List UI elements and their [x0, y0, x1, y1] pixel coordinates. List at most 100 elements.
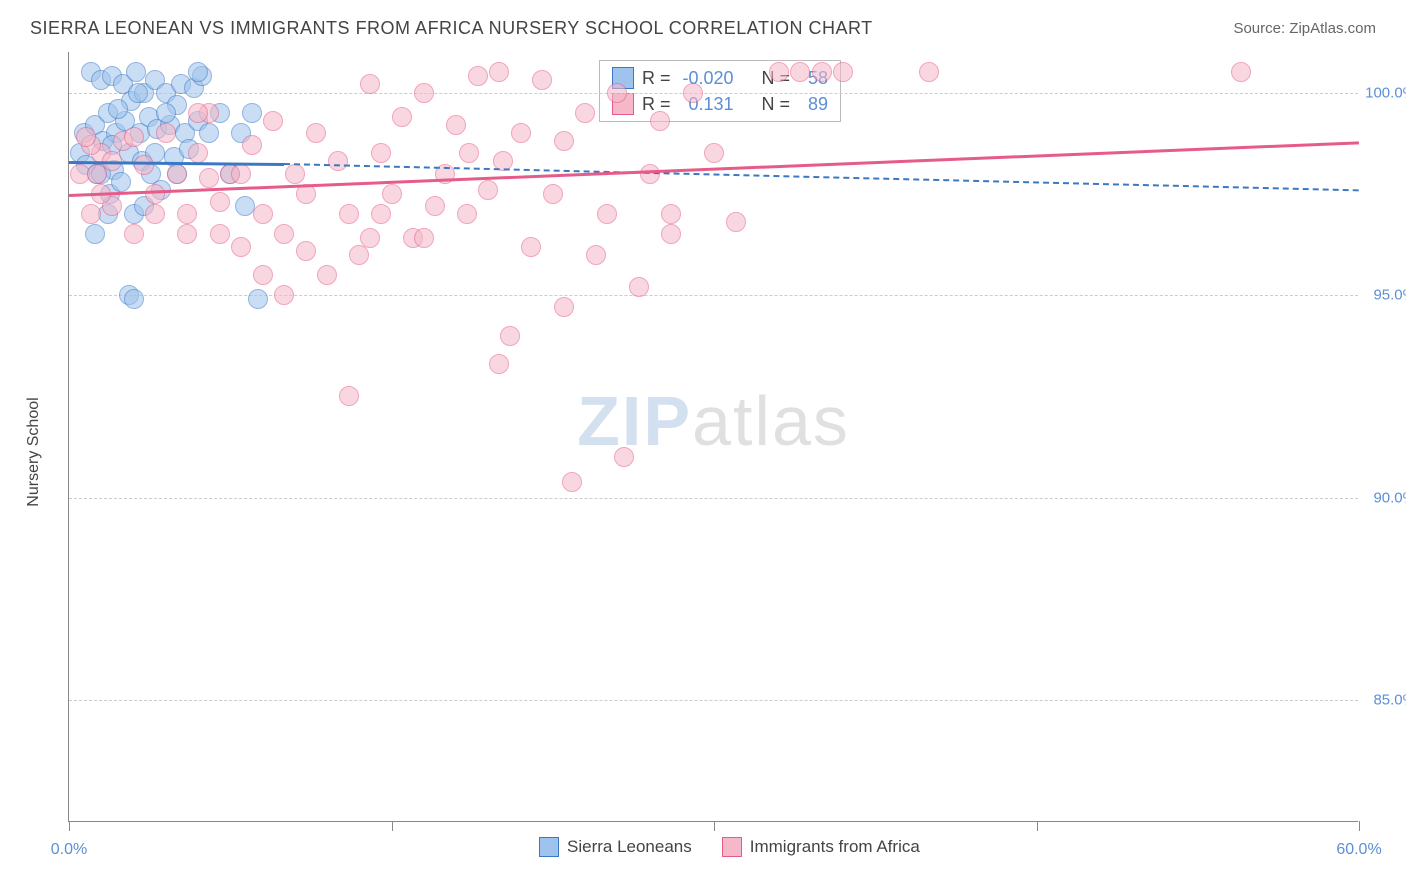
data-point — [833, 62, 853, 82]
data-point — [554, 297, 574, 317]
data-point — [128, 83, 148, 103]
x-tick-label: 0.0% — [51, 841, 87, 859]
data-point — [231, 237, 251, 257]
data-point — [248, 289, 268, 309]
data-point — [108, 99, 128, 119]
gridline-h — [69, 498, 1358, 499]
n-value: 89 — [798, 94, 828, 115]
data-point — [489, 62, 509, 82]
data-point — [521, 237, 541, 257]
data-point — [543, 184, 563, 204]
data-point — [274, 224, 294, 244]
data-point — [81, 204, 101, 224]
data-point — [210, 224, 230, 244]
data-point — [586, 245, 606, 265]
data-point — [683, 83, 703, 103]
data-point — [532, 70, 552, 90]
data-point — [629, 277, 649, 297]
y-tick-label: 95.0% — [1373, 287, 1406, 304]
data-point — [124, 224, 144, 244]
data-point — [124, 127, 144, 147]
data-point — [231, 164, 251, 184]
data-point — [371, 143, 391, 163]
data-point — [360, 74, 380, 94]
series-legend: Sierra Leoneans Immigrants from Africa — [539, 837, 920, 857]
data-point — [414, 83, 434, 103]
data-point — [87, 164, 107, 184]
data-point — [650, 111, 670, 131]
data-point — [704, 143, 724, 163]
data-point — [263, 111, 283, 131]
y-tick-label: 90.0% — [1373, 489, 1406, 506]
data-point — [360, 228, 380, 248]
gridline-h — [69, 93, 1358, 94]
data-point — [199, 168, 219, 188]
data-point — [188, 143, 208, 163]
x-tick — [392, 821, 393, 831]
data-point — [511, 123, 531, 143]
legend-swatch — [539, 837, 559, 857]
data-point — [76, 127, 96, 147]
data-point — [597, 204, 617, 224]
data-point — [478, 180, 498, 200]
data-point — [134, 155, 154, 175]
data-point — [199, 123, 219, 143]
data-point — [607, 83, 627, 103]
data-point — [242, 135, 262, 155]
data-point — [554, 131, 574, 151]
legend-series-item: Sierra Leoneans — [539, 837, 692, 857]
data-point — [468, 66, 488, 86]
legend-series-item: Immigrants from Africa — [722, 837, 920, 857]
data-point — [145, 184, 165, 204]
data-point — [446, 115, 466, 135]
plot-region: ZIPatlas R =-0.020N =58R =0.131N =89 Sie… — [68, 52, 1358, 822]
data-point — [210, 192, 230, 212]
data-point — [726, 212, 746, 232]
x-tick — [1359, 821, 1360, 831]
data-point — [339, 204, 359, 224]
data-point — [242, 103, 262, 123]
data-point — [253, 265, 273, 285]
data-point — [382, 184, 402, 204]
data-point — [188, 103, 208, 123]
legend-series-label: Immigrants from Africa — [750, 837, 920, 857]
y-tick-label: 85.0% — [1373, 692, 1406, 709]
data-point — [769, 62, 789, 82]
data-point — [414, 228, 434, 248]
data-point — [392, 107, 412, 127]
data-point — [661, 224, 681, 244]
data-point — [156, 123, 176, 143]
chart-source: Source: ZipAtlas.com — [1233, 20, 1376, 37]
legend-series-label: Sierra Leoneans — [567, 837, 692, 857]
data-point — [111, 172, 131, 192]
data-point — [614, 447, 634, 467]
data-point — [661, 204, 681, 224]
data-point — [145, 204, 165, 224]
chart-header: SIERRA LEONEAN VS IMMIGRANTS FROM AFRICA… — [0, 0, 1406, 49]
chart-area: Nursery School ZIPatlas R =-0.020N =58R … — [30, 52, 1380, 852]
data-point — [575, 103, 595, 123]
data-point — [156, 103, 176, 123]
data-point — [790, 62, 810, 82]
data-point — [919, 62, 939, 82]
data-point — [371, 204, 391, 224]
data-point — [457, 204, 477, 224]
data-point — [167, 164, 187, 184]
data-point — [274, 285, 294, 305]
n-label: N = — [762, 94, 791, 115]
data-point — [285, 164, 305, 184]
data-point — [1231, 62, 1251, 82]
data-point — [425, 196, 445, 216]
y-axis-label: Nursery School — [25, 397, 43, 506]
data-point — [177, 204, 197, 224]
data-point — [489, 354, 509, 374]
data-point — [124, 289, 144, 309]
data-point — [188, 62, 208, 82]
x-tick — [714, 821, 715, 831]
chart-title: SIERRA LEONEAN VS IMMIGRANTS FROM AFRICA… — [30, 18, 873, 39]
data-point — [500, 326, 520, 346]
x-tick — [69, 821, 70, 831]
data-point — [328, 151, 348, 171]
data-point — [177, 224, 197, 244]
data-point — [812, 62, 832, 82]
